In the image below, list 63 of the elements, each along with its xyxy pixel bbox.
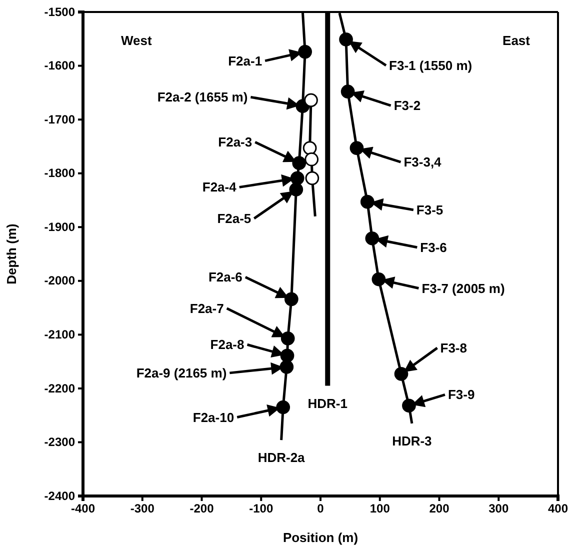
series-label: HDR-1 <box>308 396 348 411</box>
point <box>280 360 294 374</box>
x-axis-title: Position (m) <box>282 530 358 545</box>
annotation: F2a-2 (1655 m) <box>157 90 248 105</box>
series-label: HDR-3 <box>392 433 432 448</box>
x-tick-label: -400 <box>70 502 96 516</box>
point <box>276 400 290 414</box>
x-tick-label: -300 <box>130 502 155 516</box>
annotation: F2a-6 <box>208 270 242 285</box>
point <box>292 156 306 170</box>
point <box>394 367 408 381</box>
x-tick-label: -100 <box>249 502 274 516</box>
y-tick-label: -2400 <box>44 488 76 503</box>
annotation: F3-1 (1550 m) <box>389 58 472 73</box>
point <box>302 141 317 155</box>
point <box>350 141 364 155</box>
x-tick-label: 400 <box>548 502 568 516</box>
annotation: F3-2 <box>394 98 421 114</box>
point <box>372 272 386 286</box>
annotation: F2a-5 <box>217 211 252 226</box>
annotation: West <box>121 33 152 48</box>
point <box>304 152 319 166</box>
point <box>304 93 318 108</box>
point <box>284 292 298 306</box>
annotation: F3-7 (2005 m) <box>422 280 505 296</box>
x-tick-label: 100 <box>370 502 390 516</box>
point <box>305 171 320 186</box>
point <box>298 44 312 59</box>
point <box>365 231 380 246</box>
annotation: F2a-1 <box>228 53 262 68</box>
annotation: F2a-9 (2165 m) <box>136 365 227 380</box>
annotation: F3-5 <box>416 202 444 218</box>
annotation: F2a-8 <box>210 337 244 352</box>
y-tick-label: -1700 <box>44 112 76 126</box>
annotation: East <box>502 33 531 48</box>
annotation: F2a-3 <box>218 134 252 150</box>
point <box>360 194 374 209</box>
x-tick-label: 200 <box>429 502 450 516</box>
y-tick-label: -1600 <box>44 58 76 73</box>
point <box>340 84 355 99</box>
annotation: F2a-7 <box>190 300 224 316</box>
point <box>289 182 304 196</box>
y-tick-label: -2200 <box>44 381 76 396</box>
x-tick-label: -200 <box>190 502 214 516</box>
point <box>280 332 295 346</box>
y-tick-label: -1900 <box>44 220 76 234</box>
annotation: F2a-4 <box>202 180 238 195</box>
annotation: F3-9 <box>448 387 475 402</box>
y-tick-label: -2100 <box>44 328 76 342</box>
y-tick-label: -1500 <box>44 4 76 19</box>
x-tick-label: 300 <box>488 502 509 516</box>
y-tick-label: -1800 <box>44 166 76 180</box>
y-axis-title: Depth (m) <box>4 224 19 284</box>
annotation: F3-6 <box>420 240 447 255</box>
annotation: F3-8 <box>440 340 467 356</box>
y-tick-label: -2000 <box>44 274 76 288</box>
annotation: F2a-10 <box>192 410 234 425</box>
point <box>402 398 416 413</box>
y-tick-label: -2300 <box>44 435 76 450</box>
annotation: F3-3,4 <box>404 154 442 170</box>
series-label: HDR-2a <box>258 450 306 466</box>
point <box>339 32 353 46</box>
x-tick-label: 0 <box>317 502 324 516</box>
